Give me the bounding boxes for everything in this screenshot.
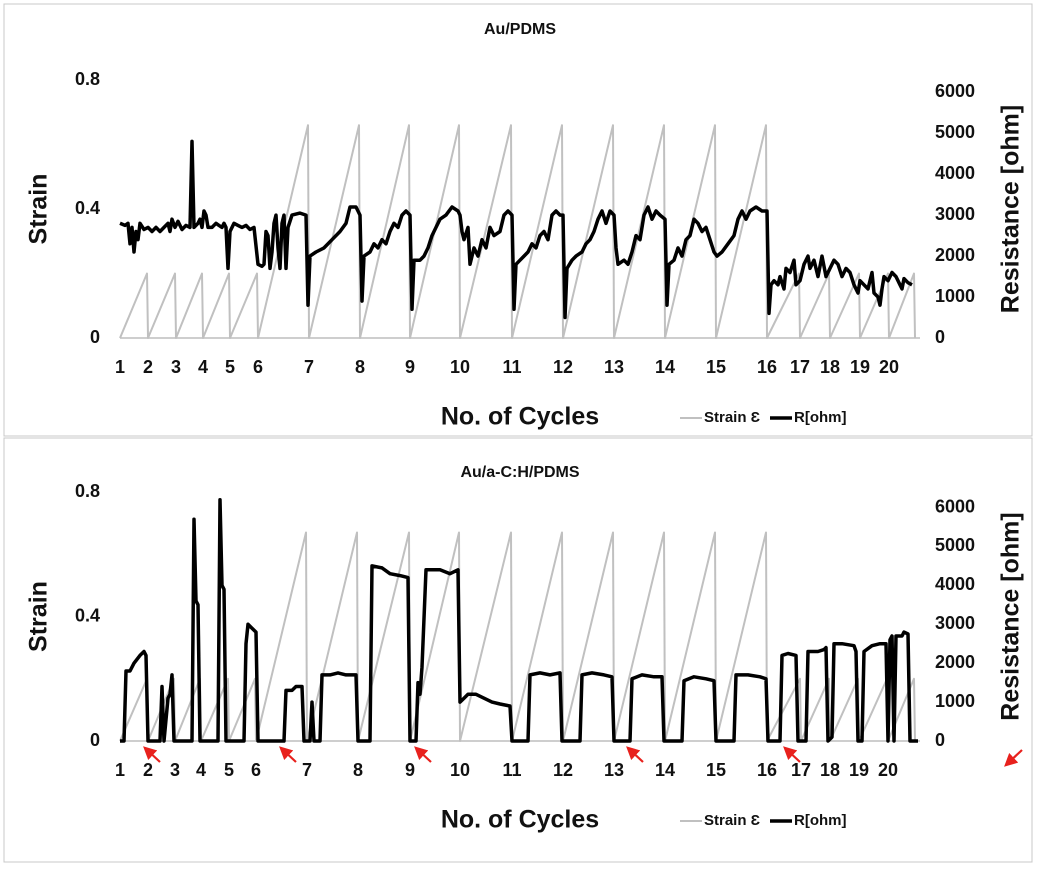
x-tick-label: 17: [790, 357, 810, 377]
x-tick-label: 18: [820, 760, 840, 780]
x-tick-label: 14: [655, 357, 675, 377]
x-tick-label: 15: [706, 760, 726, 780]
x-tick-label: 10: [450, 357, 470, 377]
x-tick-label: 19: [850, 357, 870, 377]
x-tick-label: 18: [820, 357, 840, 377]
x-tick-label: 6: [253, 357, 263, 377]
x-tick-label: 19: [849, 760, 869, 780]
x-tick-label: 1: [115, 357, 125, 377]
x-tick-label: 12: [553, 760, 573, 780]
x-tick-label: 4: [198, 357, 208, 377]
arrow: [143, 746, 161, 763]
legend-label: R[ohm]: [794, 812, 847, 829]
x-tick-label: 16: [757, 760, 777, 780]
x-tick-label: 11: [502, 357, 521, 377]
arrow: [1004, 749, 1023, 767]
x-tick-label: 15: [706, 357, 726, 377]
y2-tick-label: 3000: [935, 204, 975, 224]
x-tick-label: 9: [405, 357, 415, 377]
x-tick-label: 17: [791, 760, 811, 780]
y-tick-label: 0.4: [75, 198, 100, 218]
legend-label: Strain Ɛ: [704, 409, 761, 426]
x-tick-label: 10: [450, 760, 470, 780]
x-tick-label: 13: [604, 760, 624, 780]
x-tick-label: 3: [170, 760, 180, 780]
x-tick-label: 20: [878, 760, 898, 780]
x-tick-label: 13: [604, 357, 624, 377]
y2-tick-label: 6000: [935, 81, 975, 101]
x-tick-label: 14: [655, 760, 675, 780]
chart-title: Au/a-C:H/PDMS: [460, 464, 579, 481]
x-tick-label: 2: [143, 357, 153, 377]
x-tick-label: 5: [224, 760, 234, 780]
x-axis-label: No. of Cycles: [441, 806, 599, 834]
chart-title: Au/PDMS: [484, 21, 556, 38]
series-line: [119, 124, 916, 339]
x-tick-label: 4: [196, 760, 206, 780]
y2-tick-label: 0: [935, 730, 945, 750]
y2-tick-label: 1000: [935, 691, 975, 711]
x-tick-label: 3: [171, 357, 181, 377]
y-tick-label: 0.8: [75, 69, 100, 89]
y2-tick-label: 1000: [935, 286, 975, 306]
y-tick-label: 0: [90, 730, 100, 750]
y2-tick-label: 2000: [935, 245, 975, 265]
x-tick-label: 7: [302, 760, 312, 780]
y2-tick-label: 6000: [935, 496, 975, 516]
arrow-group: [143, 746, 1023, 767]
y2-tick-label: 2000: [935, 652, 975, 672]
arrow: [279, 746, 297, 763]
y-axis-label: Strain: [25, 581, 53, 652]
x-tick-label: 5: [225, 357, 235, 377]
y-tick-label: 0.4: [75, 605, 100, 625]
y2-axis-label: Resistance [ohm]: [997, 105, 1025, 313]
x-axis-label: No. of Cycles: [441, 403, 599, 431]
y2-tick-label: 5000: [935, 122, 975, 142]
x-tick-label: 11: [502, 760, 521, 780]
x-tick-label: 9: [405, 760, 415, 780]
legend-label: Strain Ɛ: [704, 812, 761, 829]
x-tick-label: 8: [355, 357, 365, 377]
x-tick-label: 20: [879, 357, 899, 377]
y2-axis-label: Resistance [ohm]: [997, 512, 1025, 720]
x-tick-label: 12: [553, 357, 573, 377]
x-tick-label: 16: [757, 357, 777, 377]
series-line: [119, 139, 913, 320]
x-tick-label: 8: [353, 760, 363, 780]
x-tick-label: 2: [143, 760, 153, 780]
arrow: [414, 746, 432, 763]
panel-frame: [3, 3, 1033, 437]
legend-label: R[ohm]: [794, 409, 847, 426]
y2-tick-label: 0: [935, 327, 945, 347]
x-tick-label: 1: [115, 760, 125, 780]
x-tick-label: 6: [251, 760, 261, 780]
y2-tick-label: 5000: [935, 535, 975, 555]
series-line: [120, 498, 918, 743]
y2-tick-label: 4000: [935, 163, 975, 183]
y-axis-label: Strain: [25, 174, 53, 245]
y-tick-label: 0.8: [75, 481, 100, 501]
panel-frame: [3, 437, 1033, 863]
y2-tick-label: 3000: [935, 613, 975, 633]
y2-tick-label: 4000: [935, 574, 975, 594]
y-tick-label: 0: [90, 327, 100, 347]
x-tick-label: 7: [304, 357, 314, 377]
arrow: [783, 746, 801, 763]
arrow: [626, 746, 644, 763]
